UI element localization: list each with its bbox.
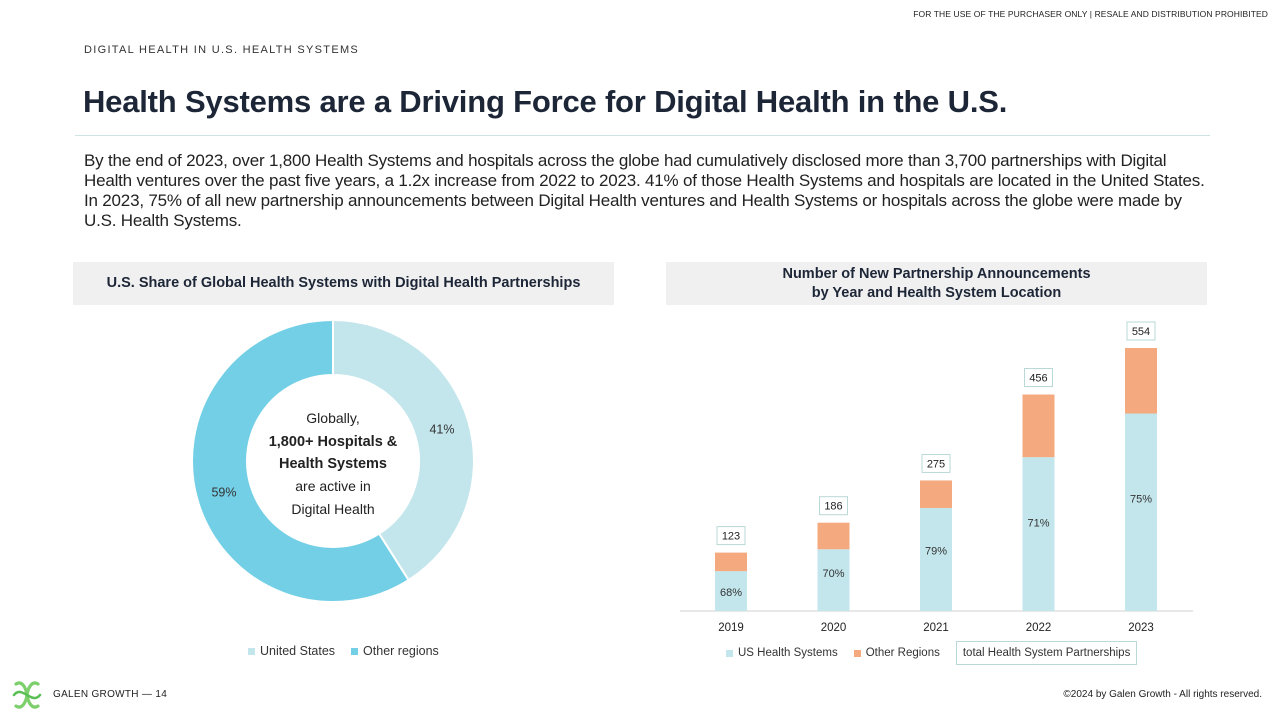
donut-slice-us	[332, 318, 475, 582]
donut-center-line4: are active in	[295, 478, 370, 494]
donut-slice-other	[191, 318, 410, 603]
bar-us-2019	[715, 571, 747, 611]
donut-center-line1: Globally,	[306, 410, 359, 426]
legend-swatch-us-health-systems	[726, 649, 733, 657]
x-tick-label-2021: 2021	[923, 622, 949, 634]
bar-other-2021	[920, 480, 952, 508]
legend-swatch-other	[351, 647, 359, 655]
bar-us-label-2022: 71%	[1027, 517, 1049, 529]
footer-copyright: ©2024 by Galen Growth - All rights reser…	[1063, 689, 1262, 700]
bar-chart-title-line2: by Year and Health System Location	[811, 284, 1062, 301]
total-label-2020: 186	[824, 501, 842, 513]
total-label-box-2022	[1024, 368, 1053, 388]
legend-label-other-regions: Other Regions	[865, 647, 940, 659]
title-divider	[75, 135, 1210, 136]
total-label-box-2021	[921, 453, 951, 473]
legend-label-total: total Health System Partnerships	[955, 641, 1138, 665]
footer-brand: GALEN GROWTH — 14	[53, 689, 167, 700]
intro-paragraph: By the end of 2023, over 1,800 Health Sy…	[84, 151, 1205, 230]
bar-us-label-2019: 68%	[720, 587, 742, 599]
page-title: Health Systems are a Driving Force for D…	[83, 84, 1008, 119]
legend-label-us: United States	[260, 644, 336, 658]
legend-item-us: United States	[248, 644, 335, 658]
section-eyebrow: DIGITAL HEALTH IN U.S. HEALTH SYSTEMS	[84, 44, 360, 56]
donut-center-line3: Health Systems	[279, 456, 387, 472]
x-tick-label-2022: 2022	[1026, 622, 1052, 634]
total-label-2022: 456	[1029, 373, 1047, 385]
bar-other-2020	[817, 522, 850, 550]
footer-separator: —	[141, 689, 153, 700]
bar-other-2019	[715, 552, 747, 572]
total-label-box-2019	[716, 526, 746, 546]
legend-item-other-regions: Other Regions	[853, 647, 940, 659]
x-tick-label-2023: 2023	[1128, 622, 1154, 634]
footer-page-number: 14	[155, 689, 168, 700]
bar-legend: US Health Systems Other Regions total He…	[726, 641, 1153, 665]
bar-chart-title: Number of New Partnership Announcements …	[666, 262, 1207, 305]
bar-us-2021	[920, 507, 952, 611]
donut-label-us: 41%	[429, 422, 454, 436]
bar-other-2023	[1125, 348, 1157, 414]
bar-us-2023	[1125, 413, 1157, 611]
donut-center-line5: Digital Health	[291, 501, 374, 517]
bar-chart-title-line1: Number of New Partnership Announcements	[782, 265, 1091, 282]
x-tick-label-2020: 2020	[821, 622, 847, 634]
bar-us-label-2020: 70%	[822, 568, 844, 580]
bar-us-label-2023: 75%	[1130, 493, 1152, 505]
donut-chart: 41% 59% Globally, 1,800+ Hospitals & Hea…	[191, 318, 475, 603]
donut-label-other: 59%	[211, 486, 236, 500]
bar-us-2022	[1022, 457, 1055, 611]
bar-us-2020	[817, 549, 850, 611]
legend-label-us-health-systems: US Health Systems	[738, 647, 838, 659]
total-label-2019: 123	[722, 531, 740, 543]
legend-item-total: total Health System Partnerships	[955, 641, 1138, 665]
galen-growth-logo-icon	[12, 681, 42, 709]
legend-swatch-other-regions	[853, 649, 861, 657]
bar-chart: 68% 123 2019 70% 186 2020 79% 275 2021 71% 456 2022…	[680, 321, 1193, 634]
bar-other-2022	[1022, 394, 1055, 458]
legend-item-us-health-systems: US Health Systems	[726, 647, 838, 659]
total-label-2023: 554	[1132, 326, 1150, 338]
donut-chart-title: U.S. Share of Global Health Systems with…	[73, 262, 614, 305]
legend-swatch-us	[248, 647, 255, 655]
footer-brand-name: GALEN GROWTH	[53, 689, 139, 700]
legend-label-other: Other regions	[363, 644, 439, 658]
bar-us-label-2021: 79%	[925, 545, 947, 557]
donut-center-line2: 1,800+ Hospitals &	[269, 434, 398, 450]
legend-item-other: Other regions	[351, 644, 439, 658]
donut-legend: United States Other regions	[248, 644, 455, 658]
usage-notice: FOR THE USE OF THE PURCHASER ONLY | RESA…	[913, 9, 1268, 19]
total-label-box-2023	[1126, 321, 1156, 341]
total-label-2021: 275	[927, 458, 945, 470]
total-label-box-2020	[819, 496, 848, 516]
x-tick-label-2019: 2019	[718, 622, 744, 634]
